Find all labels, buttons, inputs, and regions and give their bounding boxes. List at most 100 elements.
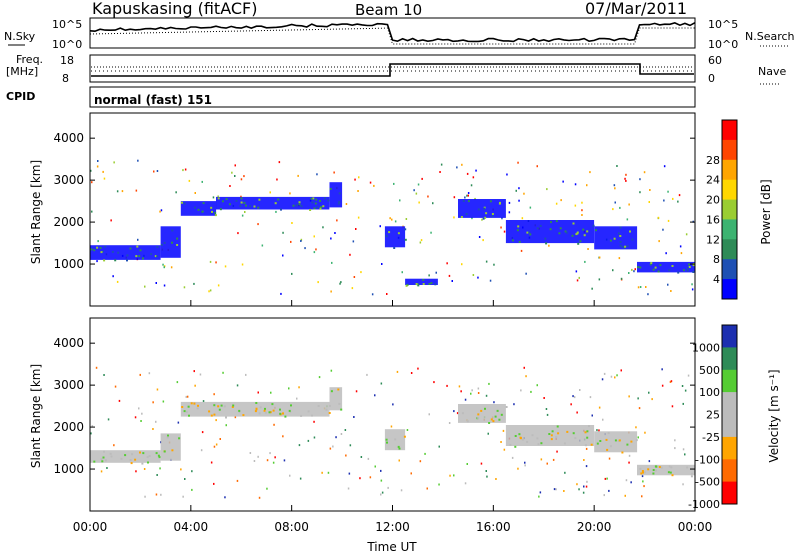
velocity-band-cell (397, 445, 400, 448)
velocity-band-cell (563, 442, 566, 445)
power-scatter-cell (645, 286, 647, 288)
velocity-scatter-cell (543, 397, 545, 399)
velocity-band (594, 431, 638, 453)
power-scatter-cell (639, 286, 642, 288)
power-band-cell (434, 283, 437, 286)
power-ytick-label: 1000 (53, 257, 84, 271)
power-band (90, 245, 161, 260)
velocity-band-cell (190, 402, 193, 405)
power-scatter-cell (500, 226, 502, 229)
power-scatter-cell (633, 270, 635, 273)
power-band-cell (565, 231, 568, 234)
power-scatter-cell (371, 293, 374, 296)
power-scatter-cell (116, 280, 119, 283)
velocity-scatter-cell (321, 471, 323, 474)
power-scatter-cell (313, 251, 316, 254)
power-band-cell (559, 227, 562, 230)
freq-series-line (91, 63, 694, 77)
power-scatter-cell (685, 233, 688, 236)
power-scatter-cell (334, 232, 336, 234)
power-band-cell (550, 221, 552, 224)
power-scatter-cell (163, 284, 166, 287)
velocity-scatter-cell (524, 464, 526, 467)
x-tick-label: 00:00 (678, 520, 713, 534)
power-band-cell (104, 245, 107, 248)
velocity-scatter-cell (620, 369, 622, 372)
power-band-cell (549, 228, 552, 231)
velocity-scatter-cell (644, 431, 646, 434)
power-band-cell (688, 266, 691, 268)
velocity-scatter-cell (477, 387, 480, 390)
velocity-band-cell (658, 466, 661, 468)
velocity-scatter-cell (545, 408, 548, 410)
velocity-scatter-cell (572, 395, 574, 398)
velocity-band-cell (605, 438, 608, 441)
power-band-cell (150, 253, 153, 256)
power-band-cell (280, 208, 282, 211)
velocity-scatter-cell (114, 385, 117, 388)
velocity-band (505, 425, 595, 446)
nsky-strip (89, 17, 696, 49)
velocity-band-cell (518, 433, 521, 436)
power-scatter-cell (518, 199, 520, 202)
x-tick-label: 00:00 (73, 520, 108, 534)
freq-unit-label: [MHz] (6, 65, 38, 78)
nave-top-tick: 60 (708, 54, 722, 67)
power-scatter-cell (625, 179, 627, 182)
power-scatter-cell (415, 192, 418, 195)
velocity-scatter-cell (471, 389, 473, 392)
velocity-scatter-cell (589, 396, 592, 399)
power-band-cell (404, 238, 407, 241)
power-band-cell (160, 243, 163, 246)
velocity-band-cell (586, 430, 589, 433)
power-scatter-cell (240, 195, 242, 198)
power-band-cell (582, 228, 585, 231)
velocity-ytick-label: 2000 (53, 420, 84, 434)
power-band-cell (491, 213, 494, 215)
nsky-bottom-tick: 10^0 (52, 38, 82, 51)
power-band-cell (677, 271, 680, 274)
velocity-band-cell (531, 434, 534, 437)
velocity-band-cell (223, 405, 226, 408)
velocity-scatter-cell (556, 450, 558, 453)
velocity-scatter-cell (327, 471, 330, 474)
velocity-scatter-cell (684, 389, 687, 392)
velocity-scatter-cell (464, 398, 467, 401)
power-scatter-cell (649, 189, 651, 191)
power-band-cell (692, 264, 695, 267)
power-band-cell (623, 246, 626, 249)
velocity-scatter-cell (426, 487, 428, 490)
velocity-band (458, 404, 506, 423)
power-band-cell (397, 232, 400, 235)
velocity-scatter-cell (610, 375, 613, 378)
velocity-scatter-cell (641, 495, 643, 498)
power-band-cell (243, 201, 246, 204)
velocity-scatter-cell (460, 390, 462, 393)
power-scatter-cell (91, 181, 93, 184)
velocity-band-cell (109, 452, 112, 455)
power-band-cell (111, 250, 114, 253)
velocity-scatter-cell (400, 489, 403, 492)
cpid-value: normal (fast) 151 (94, 93, 212, 107)
velocity-band-cell (642, 471, 644, 474)
power-scatter-cell (290, 240, 292, 243)
power-scatter-cell (360, 271, 362, 274)
velocity-scatter-cell (470, 392, 472, 395)
power-band-cell (545, 242, 548, 245)
x-axis-label: Time UT (366, 540, 417, 554)
velocity-scatter-cell (624, 494, 626, 497)
velocity-bands-layer (90, 387, 695, 478)
power-colorbar-segment (722, 199, 737, 220)
power-scatter-cell (280, 292, 282, 295)
power-scatter-cell (163, 266, 165, 269)
velocity-scatter-cell (390, 425, 393, 428)
power-scatter-cell (182, 169, 184, 172)
power-scatter-cell (229, 185, 231, 187)
velocity-scatter-cell (563, 490, 565, 492)
velocity-band-cell (264, 411, 267, 414)
power-band-cell (316, 206, 319, 209)
velocity-band-cell (155, 452, 158, 455)
power-band-cell (310, 197, 313, 200)
power-scatter-cell (389, 217, 391, 220)
power-scatter-cell (96, 165, 99, 168)
